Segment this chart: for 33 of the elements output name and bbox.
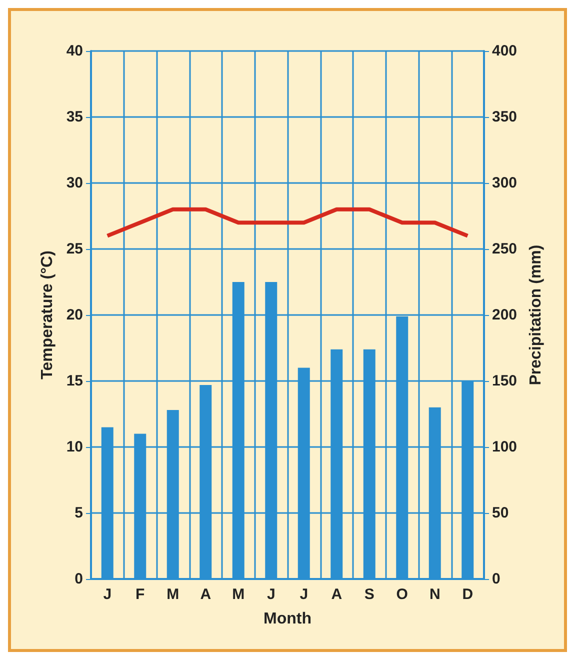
- x-tick-label: J: [103, 586, 112, 603]
- y-axis-title: Temperature (°C): [38, 250, 56, 380]
- y2-tick-label: 200: [492, 306, 518, 324]
- x-axis-title: Month: [264, 610, 312, 628]
- x-tick-label: N: [429, 586, 440, 603]
- y2-tick-label: 100: [492, 438, 518, 456]
- y2-tick-label: 0: [492, 570, 500, 588]
- x-tick-label: M: [166, 586, 180, 603]
- x-tick-label: M: [232, 586, 245, 603]
- y-tick-label: 10: [66, 438, 83, 456]
- y2-tick-label: 250: [492, 240, 518, 258]
- y2-tick-label: 350: [492, 108, 518, 126]
- y2-tick-label: 300: [492, 174, 518, 192]
- x-tick-label: D: [462, 586, 474, 603]
- x-tick-label: S: [364, 586, 374, 603]
- y-tick-label: 20: [66, 306, 83, 324]
- y-tick-label: 35: [66, 108, 83, 126]
- y-tick-label: 15: [66, 372, 83, 390]
- x-tick-label: A: [331, 586, 342, 603]
- y2-tick-label: 150: [492, 372, 518, 390]
- y-tick-label: 0: [74, 570, 83, 588]
- y2-axis-title: Precipitation (mm): [527, 244, 544, 386]
- x-tick-label: A: [200, 586, 212, 603]
- y2-tick-label: 50: [492, 504, 509, 522]
- y-tick-label: 5: [74, 504, 83, 522]
- y2-tick-label: 400: [492, 42, 518, 60]
- x-tick-label: J: [300, 586, 308, 603]
- x-tick-label: O: [396, 586, 408, 603]
- x-tick-label: F: [136, 586, 145, 603]
- y-tick-label: 30: [66, 174, 83, 192]
- y-tick-label: 40: [66, 42, 83, 60]
- y-tick-label: 25: [66, 240, 83, 258]
- x-tick-label: J: [266, 586, 276, 603]
